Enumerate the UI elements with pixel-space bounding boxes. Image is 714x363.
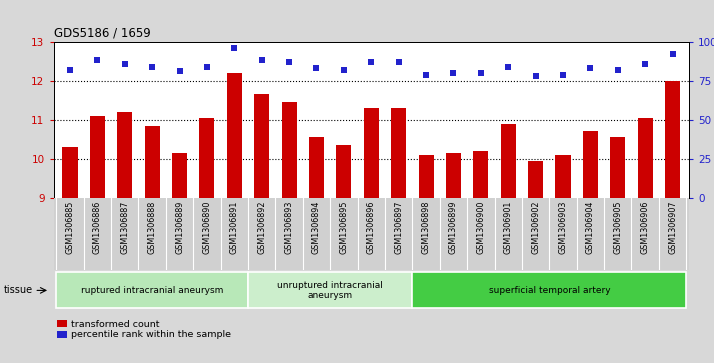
- Bar: [172, 153, 187, 198]
- Point: [366, 59, 377, 65]
- Bar: [117, 112, 132, 198]
- Point: [530, 73, 541, 79]
- Text: GSM1306885: GSM1306885: [66, 201, 74, 254]
- Bar: [248, 272, 413, 309]
- Bar: [281, 102, 296, 198]
- Text: GSM1306897: GSM1306897: [394, 201, 403, 254]
- Point: [393, 59, 404, 65]
- Text: GSM1306903: GSM1306903: [558, 201, 568, 254]
- Point: [311, 65, 322, 71]
- Text: GSM1306901: GSM1306901: [504, 201, 513, 254]
- Text: GSM1306894: GSM1306894: [312, 201, 321, 254]
- Text: GSM1306907: GSM1306907: [668, 201, 677, 254]
- Point: [146, 64, 158, 70]
- Point: [421, 72, 432, 77]
- Point: [201, 64, 213, 70]
- Text: GSM1306905: GSM1306905: [613, 201, 623, 254]
- Bar: [336, 145, 351, 198]
- Text: ruptured intracranial aneurysm: ruptured intracranial aneurysm: [81, 286, 223, 295]
- Point: [612, 67, 623, 73]
- Point: [640, 61, 651, 66]
- Bar: [638, 118, 653, 198]
- Bar: [199, 118, 214, 198]
- Text: GSM1306895: GSM1306895: [339, 201, 348, 254]
- Bar: [145, 126, 160, 198]
- Text: GSM1306896: GSM1306896: [367, 201, 376, 254]
- Bar: [254, 94, 269, 198]
- Text: GSM1306899: GSM1306899: [449, 201, 458, 254]
- Text: GSM1306898: GSM1306898: [421, 201, 431, 254]
- Point: [585, 65, 596, 71]
- Point: [256, 58, 268, 64]
- Text: tissue: tissue: [4, 285, 33, 295]
- Point: [228, 45, 240, 51]
- Bar: [90, 116, 105, 198]
- Point: [283, 59, 295, 65]
- Bar: [418, 155, 433, 198]
- Text: superficial temporal artery: superficial temporal artery: [488, 286, 610, 295]
- Point: [91, 58, 103, 64]
- Bar: [446, 153, 461, 198]
- Point: [174, 69, 185, 74]
- Point: [503, 64, 514, 70]
- Point: [119, 61, 131, 66]
- Point: [667, 51, 678, 57]
- Bar: [309, 137, 324, 198]
- Point: [64, 67, 76, 73]
- Point: [475, 70, 486, 76]
- Bar: [555, 155, 570, 198]
- Bar: [227, 73, 242, 198]
- Point: [448, 70, 459, 76]
- Point: [338, 67, 350, 73]
- Text: GSM1306890: GSM1306890: [203, 201, 211, 254]
- Point: [558, 72, 569, 77]
- Text: GSM1306886: GSM1306886: [93, 201, 102, 254]
- Bar: [528, 161, 543, 198]
- Bar: [665, 81, 680, 198]
- Bar: [610, 137, 625, 198]
- Text: GSM1306902: GSM1306902: [531, 201, 540, 254]
- Text: unruptured intracranial
aneurysm: unruptured intracranial aneurysm: [277, 281, 383, 300]
- Text: GSM1306904: GSM1306904: [586, 201, 595, 254]
- Text: GSM1306906: GSM1306906: [640, 201, 650, 254]
- Text: GSM1306900: GSM1306900: [476, 201, 486, 254]
- Text: GSM1306889: GSM1306889: [175, 201, 184, 254]
- Bar: [413, 272, 686, 309]
- Legend: transformed count, percentile rank within the sample: transformed count, percentile rank withi…: [54, 316, 236, 343]
- Bar: [391, 108, 406, 198]
- Bar: [501, 124, 516, 198]
- Bar: [363, 108, 379, 198]
- Text: GSM1306888: GSM1306888: [148, 201, 156, 254]
- Text: GSM1306892: GSM1306892: [257, 201, 266, 254]
- Text: GSM1306893: GSM1306893: [285, 201, 293, 254]
- Text: GSM1306887: GSM1306887: [120, 201, 129, 254]
- Bar: [62, 147, 78, 198]
- Bar: [583, 131, 598, 198]
- Bar: [56, 272, 248, 309]
- Bar: [473, 151, 488, 198]
- Text: GDS5186 / 1659: GDS5186 / 1659: [54, 27, 151, 40]
- Text: GSM1306891: GSM1306891: [230, 201, 238, 254]
